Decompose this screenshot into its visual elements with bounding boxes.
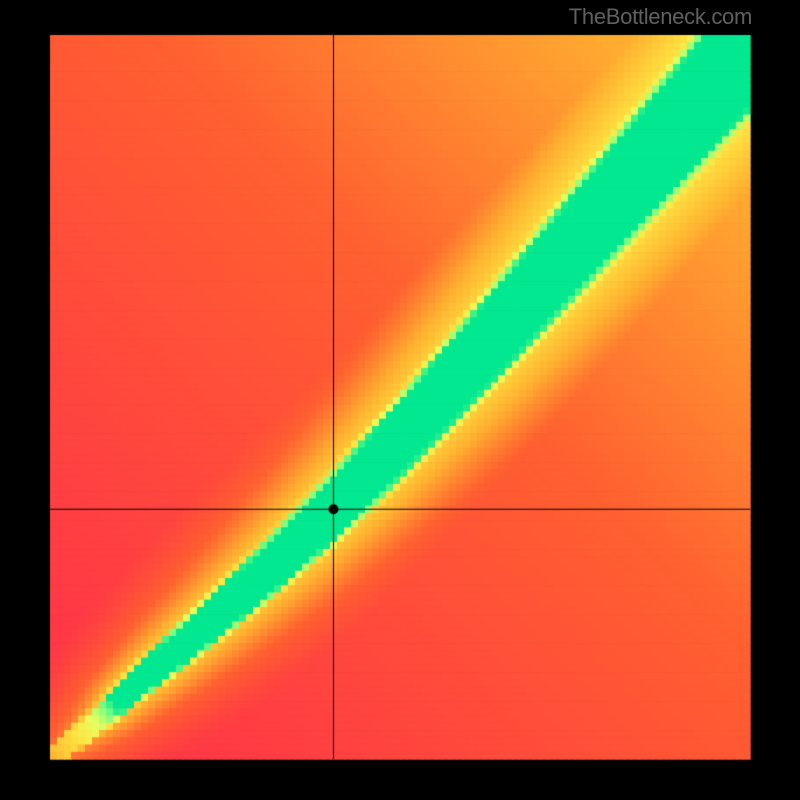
- watermark-text: TheBottleneck.com: [569, 4, 752, 30]
- bottleneck-heatmap: [0, 0, 800, 800]
